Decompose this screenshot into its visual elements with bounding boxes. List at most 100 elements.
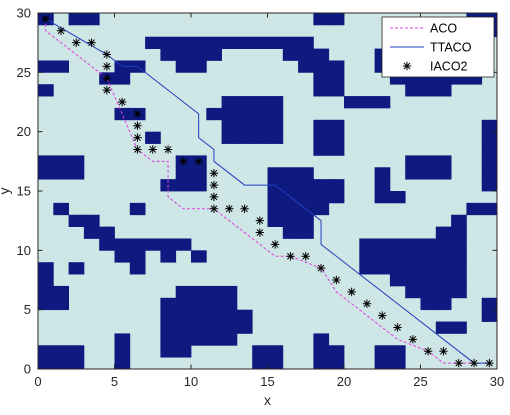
obstacle-cell	[191, 250, 207, 263]
marker-iaco2	[133, 133, 142, 142]
obstacle-cell	[313, 202, 330, 216]
obstacle-cell	[252, 131, 268, 144]
obstacle-cell	[481, 119, 498, 133]
obstacle-cell	[53, 285, 69, 299]
marker-iaco2	[179, 157, 188, 166]
obstacle-cell	[313, 13, 330, 26]
obstacle-cell	[175, 167, 192, 180]
obstacle-cell	[129, 238, 146, 251]
obstacle-cell	[114, 107, 131, 121]
obstacle-cell	[374, 238, 391, 251]
obstacle-cell	[435, 167, 452, 180]
obstacle-cell	[405, 167, 421, 180]
obstacle-cell	[38, 357, 54, 370]
axis-tick-labels: 00 5 5 10 10 15 15 20 20 25 25 30 30	[17, 6, 505, 390]
obstacle-cell	[83, 214, 100, 227]
obstacle-cell	[68, 214, 85, 227]
obstacle-cell	[160, 345, 177, 358]
obstacle-cell	[313, 60, 330, 73]
obstacle-cell	[160, 250, 177, 263]
obstacle-cell	[313, 84, 330, 97]
obstacle-cell	[282, 36, 299, 49]
obstacle-cell	[267, 131, 284, 144]
obstacle-cell	[221, 119, 238, 133]
obstacle-cell	[145, 131, 161, 144]
obstacle-cell	[298, 48, 314, 61]
marker-iaco2	[332, 275, 341, 285]
obstacle-cell	[451, 274, 467, 287]
obstacle-cell	[298, 60, 314, 73]
marker-iaco2	[163, 145, 173, 154]
marker-iaco2	[102, 74, 112, 83]
obstacle-cell	[435, 285, 452, 299]
obstacle-cell	[435, 84, 452, 97]
obstacle-cell	[435, 155, 452, 168]
obstacle-cell	[191, 167, 207, 180]
obstacle-cell	[420, 297, 437, 311]
obstacle-cell	[38, 262, 54, 275]
obstacle-cell	[328, 84, 345, 97]
obstacle-cell	[344, 96, 360, 109]
obstacle-cell	[359, 262, 375, 275]
marker-iaco2	[209, 204, 219, 213]
obstacle-cell	[359, 96, 375, 109]
obstacle-cell	[99, 226, 115, 239]
obstacle-cell	[405, 274, 421, 287]
obstacle-cell	[435, 238, 452, 251]
obstacle-cell	[328, 119, 345, 133]
obstacle-cell	[38, 84, 54, 97]
marker-iaco2	[423, 347, 433, 356]
obstacle-cell	[267, 357, 284, 370]
obstacle-cell	[114, 72, 131, 85]
obstacle-cell	[298, 214, 314, 227]
y-tick-label: 25	[17, 65, 31, 80]
obstacle-cell	[435, 226, 452, 239]
obstacle-cell	[481, 179, 498, 192]
marker-iaco2	[454, 358, 463, 368]
obstacle-cell	[405, 262, 421, 275]
obstacle-cell	[267, 119, 284, 133]
obstacle-cell	[267, 107, 284, 121]
obstacle-cell	[282, 167, 299, 180]
obstacle-cell	[267, 191, 284, 204]
obstacle-cell	[221, 321, 238, 334]
obstacle-cell	[221, 297, 238, 311]
marker-iaco2	[286, 252, 295, 261]
obstacle-cell	[328, 179, 345, 192]
obstacle-cell	[267, 345, 284, 358]
obstacle-cell	[175, 179, 192, 192]
obstacle-cell	[420, 84, 437, 97]
marker-iaco2	[102, 50, 112, 59]
obstacle-cell	[53, 297, 69, 311]
obstacle-cell	[53, 167, 69, 180]
obstacle-cell	[175, 60, 192, 73]
obstacle-cell	[160, 36, 177, 49]
obstacle-cell	[389, 357, 406, 370]
obstacle-cell	[328, 191, 345, 204]
obstacle-cell	[221, 309, 238, 322]
obstacle-cell	[451, 250, 467, 263]
x-tick-label: 0	[34, 374, 41, 389]
obstacle-cell	[38, 155, 54, 168]
obstacle-cell	[282, 48, 299, 61]
obstacle-cell	[236, 321, 253, 334]
marker-iaco2	[225, 204, 234, 213]
obstacle-cell	[68, 167, 85, 180]
obstacle-cell	[405, 285, 421, 299]
obstacle-cell	[53, 345, 69, 358]
obstacle-cell	[420, 285, 437, 299]
obstacle-cell	[191, 309, 207, 322]
obstacle-cell	[221, 96, 238, 109]
marker-iaco2	[209, 180, 219, 190]
obstacle-cell	[252, 96, 268, 109]
y-tick-label: 10	[17, 243, 31, 258]
obstacle-cell	[129, 250, 146, 263]
obstacle-cell	[298, 36, 314, 49]
marker-iaco2	[469, 358, 479, 368]
obstacle-cell	[420, 262, 437, 275]
obstacle-cell	[374, 262, 391, 275]
y-tick-label: 30	[17, 6, 31, 21]
marker-iaco2	[41, 14, 50, 24]
obstacle-cell	[389, 191, 406, 204]
marker-iaco2	[209, 192, 219, 202]
